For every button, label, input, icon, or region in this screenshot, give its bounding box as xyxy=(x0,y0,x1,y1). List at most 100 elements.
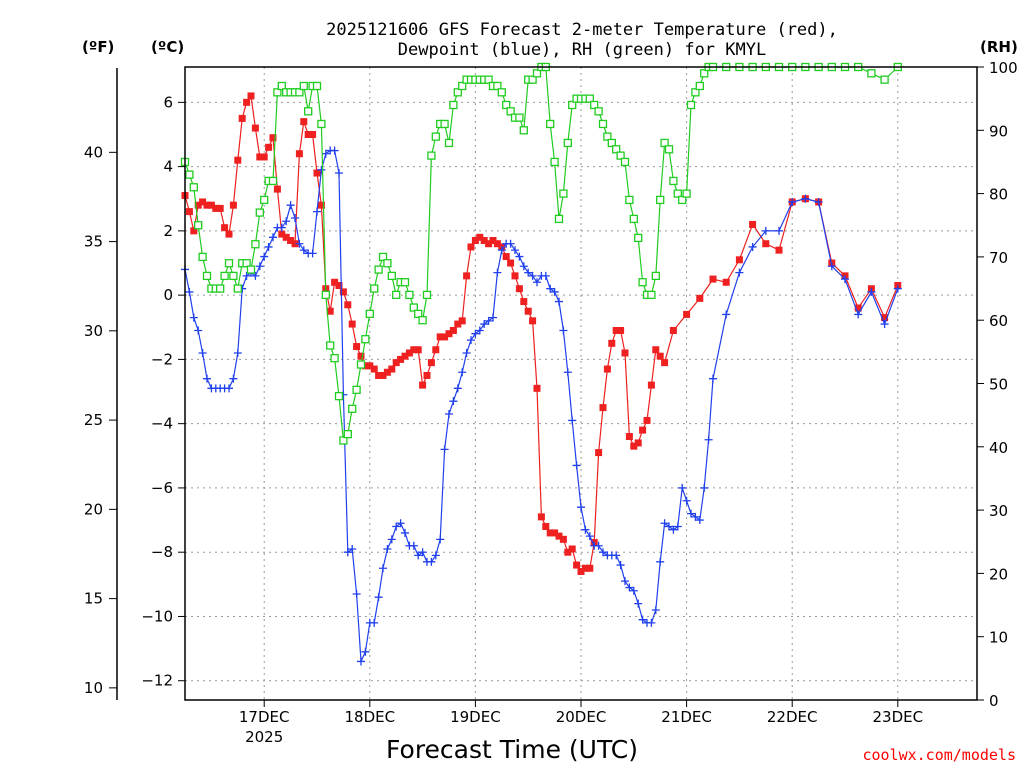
data-point xyxy=(229,271,238,281)
data-point xyxy=(493,240,501,248)
data-point xyxy=(308,249,317,258)
data-point xyxy=(528,75,537,84)
data-point xyxy=(533,278,541,287)
data-point xyxy=(299,246,308,255)
data-point xyxy=(647,618,656,627)
data-point xyxy=(893,284,902,293)
data-point xyxy=(497,246,506,255)
data-point xyxy=(374,265,383,274)
data-point xyxy=(748,242,757,251)
data-point xyxy=(585,94,594,103)
data-point xyxy=(480,320,489,329)
data-point xyxy=(630,442,638,450)
data-point xyxy=(546,119,555,129)
data-point xyxy=(414,551,423,560)
data-point xyxy=(344,301,352,309)
data-point xyxy=(669,525,678,534)
data-point xyxy=(260,195,269,205)
data-point xyxy=(388,365,396,373)
data-point xyxy=(620,157,630,167)
data-point xyxy=(691,88,700,97)
data-point xyxy=(287,237,295,245)
data-point xyxy=(291,214,299,223)
data-point xyxy=(664,145,674,154)
data-point xyxy=(299,81,308,91)
data-point xyxy=(673,522,682,531)
data-point xyxy=(212,204,220,212)
data-point xyxy=(519,262,528,271)
data-point xyxy=(370,284,379,293)
data-point xyxy=(313,207,321,216)
data-point xyxy=(383,544,392,553)
series-dewpoint xyxy=(181,146,902,666)
data-point xyxy=(656,195,665,205)
data-point xyxy=(277,81,286,91)
data-point xyxy=(449,100,458,110)
data-point xyxy=(629,586,638,595)
data-point xyxy=(568,545,576,553)
data-point xyxy=(304,107,313,116)
data-point xyxy=(392,359,400,367)
data-point xyxy=(216,204,224,212)
plot-frame xyxy=(184,66,978,701)
data-point xyxy=(278,230,286,238)
data-point xyxy=(326,307,334,315)
data-point xyxy=(414,309,423,319)
fahrenheit-tick-label: 30 xyxy=(84,322,103,340)
data-point xyxy=(555,532,563,540)
data-point xyxy=(484,75,493,84)
data-point xyxy=(295,88,304,97)
data-point xyxy=(440,119,449,129)
data-point xyxy=(775,226,783,235)
data-point xyxy=(348,544,357,553)
data-point xyxy=(317,119,326,129)
rh-tick-label: 20 xyxy=(989,565,1008,583)
data-point xyxy=(225,384,233,393)
data-point xyxy=(634,439,642,447)
data-point xyxy=(321,290,330,300)
data-point xyxy=(392,522,401,531)
data-point xyxy=(462,348,471,357)
data-point xyxy=(854,310,863,319)
data-point xyxy=(638,278,647,287)
data-point xyxy=(418,316,427,325)
data-point xyxy=(277,223,286,232)
fahrenheit-tick-label: 20 xyxy=(84,500,103,518)
data-point xyxy=(515,113,524,122)
data-point xyxy=(243,98,251,106)
rh-tick-label: 90 xyxy=(989,122,1008,140)
data-point xyxy=(546,529,554,537)
data-point xyxy=(625,583,634,592)
data-point xyxy=(497,88,506,97)
data-point xyxy=(449,326,457,334)
grid-lines xyxy=(185,67,977,700)
data-point xyxy=(422,290,432,300)
data-point xyxy=(537,513,545,521)
data-point xyxy=(441,333,449,341)
data-point xyxy=(282,233,290,241)
data-point xyxy=(357,657,365,666)
data-point xyxy=(432,346,440,354)
data-point xyxy=(775,246,783,254)
data-point xyxy=(185,208,193,216)
data-point xyxy=(814,197,823,206)
data-point xyxy=(568,416,577,425)
data-point xyxy=(375,371,383,379)
data-point xyxy=(621,349,629,357)
data-point xyxy=(524,268,533,277)
data-point xyxy=(366,362,374,370)
data-point xyxy=(700,483,709,492)
data-point xyxy=(185,287,194,296)
celsius-tick-label: 4 xyxy=(163,158,173,176)
data-point xyxy=(334,392,344,401)
data-point xyxy=(542,522,550,530)
data-point xyxy=(269,134,277,142)
data-point xyxy=(554,214,564,224)
data-point xyxy=(599,404,607,412)
data-point xyxy=(312,81,322,91)
rh-tick-label: 0 xyxy=(989,692,999,710)
data-point xyxy=(616,151,625,160)
data-point xyxy=(190,227,198,235)
celsius-tick-label: −4 xyxy=(151,415,173,433)
data-point xyxy=(449,397,458,406)
